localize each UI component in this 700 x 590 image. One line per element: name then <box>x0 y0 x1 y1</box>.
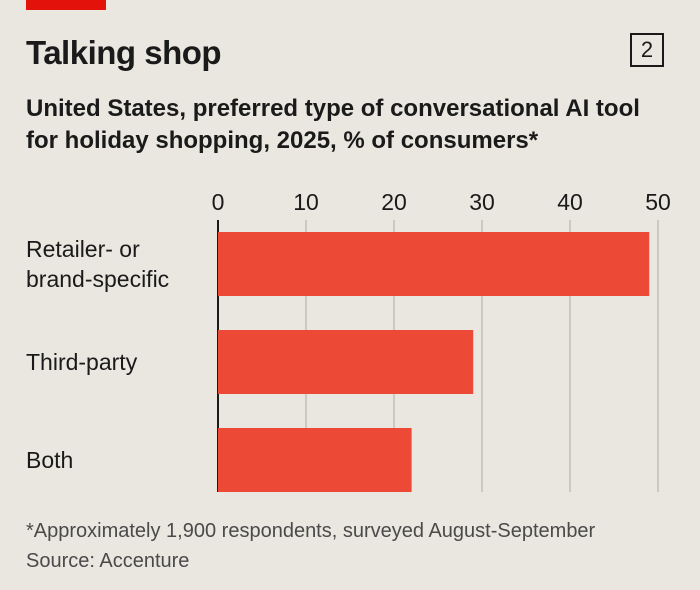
footnote-text: *Approximately 1,900 respondents, survey… <box>26 520 596 542</box>
chart-subtitle: United States, preferred type of convers… <box>26 95 640 154</box>
chart-footnote: *Approximately 1,900 respondents, survey… <box>26 516 595 576</box>
category-label: brand-specific <box>26 266 169 292</box>
chart-title: Talking shop <box>26 34 222 71</box>
x-tick-label: 0 <box>212 189 225 215</box>
x-tick-label: 50 <box>645 189 671 215</box>
bar <box>218 232 650 296</box>
x-tick-label: 20 <box>381 189 407 215</box>
x-tick-label: 30 <box>469 189 495 215</box>
bar-chart: 0 10 20 30 40 50 Retailer- or brand-specific Thi… <box>26 189 671 492</box>
accent-bar <box>26 0 106 10</box>
x-tick-label: 10 <box>293 189 319 215</box>
source-text: Source: Accenture <box>26 550 190 572</box>
bar <box>218 428 412 492</box>
category-label: Third-party <box>26 349 138 375</box>
chart-number-badge: 2 <box>630 33 664 67</box>
category-label: Both <box>26 447 73 473</box>
bar <box>218 330 474 394</box>
category-label: Retailer- or <box>26 236 140 262</box>
x-tick-label: 40 <box>557 189 583 215</box>
